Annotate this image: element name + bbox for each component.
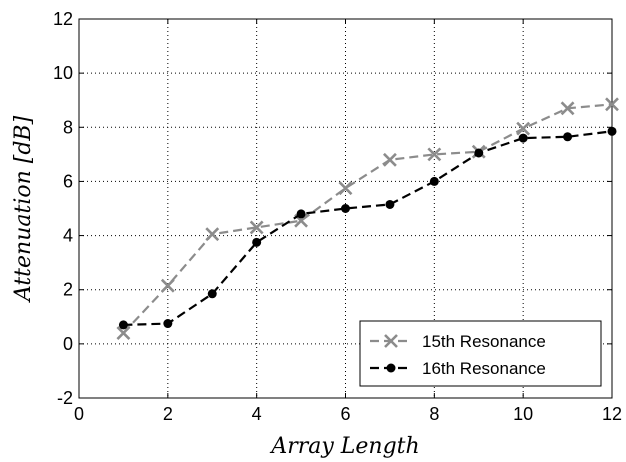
series-1-line	[123, 130, 613, 326]
series-0-point	[249, 220, 264, 235]
series-1-point	[118, 320, 128, 330]
series-0-point	[516, 121, 531, 136]
series-0-line	[122, 103, 613, 334]
y-axis-title: Attenuation [dB]	[11, 115, 36, 303]
series-1-point	[607, 126, 617, 136]
y-tick-label: 8	[63, 117, 73, 137]
series-0-point	[116, 326, 131, 340]
series-0-point	[160, 278, 175, 293]
x-tick-label: 12	[602, 404, 622, 424]
series-1-point	[429, 176, 439, 186]
x-tick-label: 0	[74, 404, 84, 424]
y-tick-label: 2	[63, 280, 73, 300]
series-0	[116, 97, 619, 340]
series-1-point	[385, 199, 395, 209]
y-tick-label: 12	[53, 9, 73, 29]
series-0-point	[560, 101, 575, 116]
series-1-point	[163, 319, 173, 329]
series-0-point	[384, 334, 398, 348]
series-0-point	[338, 181, 353, 196]
y-tick-label: 0	[63, 334, 73, 354]
x-tick-label: 10	[513, 404, 533, 424]
series-0-point	[205, 227, 220, 242]
x-tick-label: 6	[340, 404, 350, 424]
series-0-point	[382, 152, 397, 167]
series-0-point	[605, 97, 619, 112]
series-layer	[116, 97, 619, 340]
series-1-point	[341, 204, 350, 213]
legend-label-1: 16th Resonance	[422, 359, 546, 378]
x-axis-title: Array Length	[269, 434, 419, 459]
series-1-point	[474, 148, 484, 158]
series-1-point	[252, 237, 262, 247]
series-1-point	[518, 133, 528, 143]
x-tick-label: 8	[429, 404, 439, 424]
x-tick-label: 4	[252, 404, 262, 424]
y-tick-label: -2	[57, 388, 73, 408]
legend-label-0: 15th Resonance	[422, 332, 546, 351]
series-1	[118, 126, 617, 330]
series-1-point	[207, 289, 217, 299]
series-1-point	[563, 132, 573, 142]
series-1-point	[386, 363, 396, 373]
legend-box	[359, 320, 602, 387]
y-tick-label: 6	[63, 171, 73, 191]
y-tick-label: 10	[53, 63, 73, 83]
x-tick-label: 2	[163, 404, 173, 424]
series-1-point	[296, 209, 306, 219]
series-0-point	[427, 147, 442, 162]
y-tick-label: 4	[63, 226, 73, 246]
legend: 15th Resonance 16th Resonance	[359, 320, 602, 387]
